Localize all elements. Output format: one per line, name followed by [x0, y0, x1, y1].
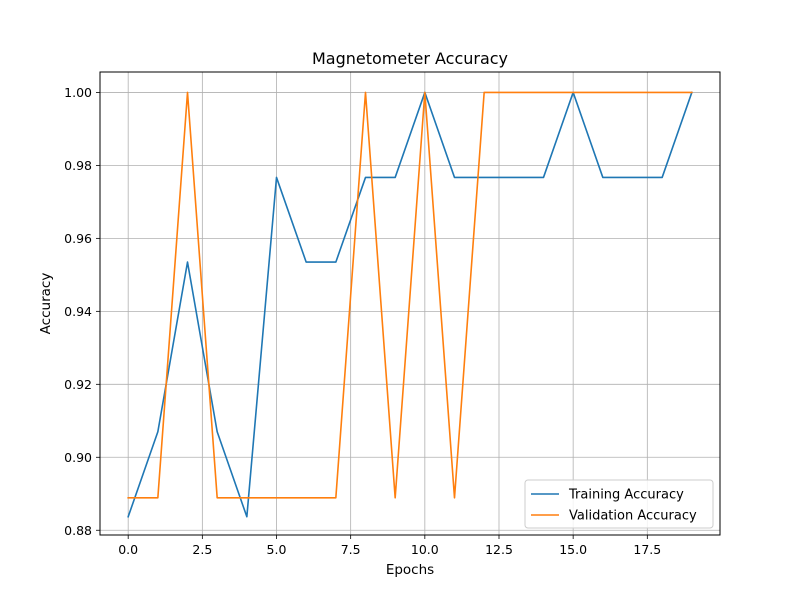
plot-frame — [99, 71, 721, 536]
series-line-training — [127, 91, 693, 518]
y-tick-label: 0.96 — [64, 231, 92, 246]
y-tick-label: 1.00 — [64, 85, 92, 100]
x-axis-label: Epochs — [386, 562, 434, 578]
y-tick-label: 0.88 — [64, 523, 92, 538]
x-tick-label: 5.0 — [267, 542, 287, 557]
x-tick-label: 0.0 — [118, 542, 138, 557]
series-lines — [127, 91, 693, 518]
y-tick-label: 0.92 — [64, 377, 92, 392]
chart-title: Magnetometer Accuracy — [312, 49, 508, 68]
x-tick-label: 15.0 — [559, 542, 587, 557]
y-ticks: 0.88 0.90 0.92 0.94 0.96 0.98 1.00 — [64, 85, 100, 538]
y-axis-label: Accuracy — [38, 273, 54, 335]
legend-label: Training Accuracy — [568, 488, 684, 503]
x-tick-label: 7.5 — [341, 542, 361, 557]
x-ticks: 0.0 2.5 5.0 7.5 10.0 12.5 15.0 17.5 — [118, 535, 661, 557]
legend-label: Validation Accuracy — [569, 509, 697, 524]
y-tick-label: 0.94 — [64, 304, 92, 319]
x-tick-label: 12.5 — [485, 542, 513, 557]
series-line-validation — [127, 91, 693, 499]
y-tick-label: 0.98 — [64, 158, 92, 173]
legend: Training Accuracy Validation Accuracy — [524, 479, 714, 529]
y-tick-label: 0.90 — [64, 450, 92, 465]
x-tick-label: 17.5 — [633, 542, 661, 557]
x-tick-label: 10.0 — [411, 542, 439, 557]
legend-box — [524, 479, 714, 529]
x-tick-label: 2.5 — [192, 542, 212, 557]
